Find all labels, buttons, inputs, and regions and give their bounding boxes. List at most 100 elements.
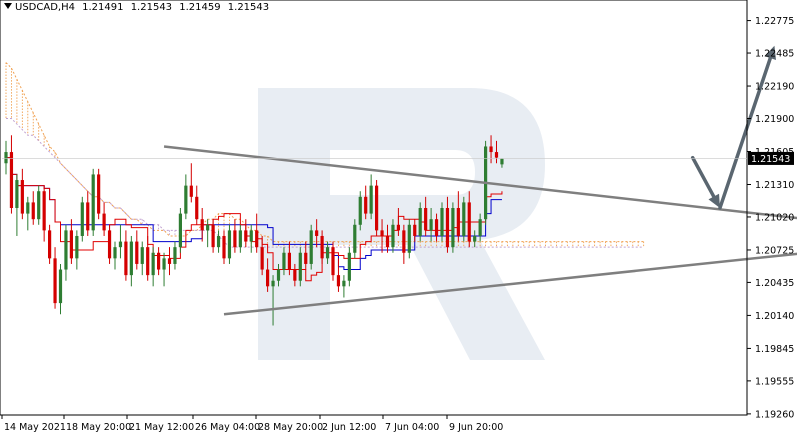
y-tick-label: 1.20725 [755, 245, 794, 256]
dropdown-triangle-icon[interactable] [4, 3, 12, 9]
price-axis[interactable]: 1.227751.224851.221901.219001.216051.213… [747, 16, 794, 420]
candle [440, 202, 444, 242]
candle [233, 219, 237, 253]
forecast-arrows [690, 45, 776, 210]
candle [42, 185, 46, 242]
candle [282, 247, 286, 276]
candle-body [216, 235, 221, 248]
candle [467, 191, 471, 248]
candle [402, 224, 406, 264]
candle-body [347, 252, 351, 281]
y-tick-label: 1.21900 [755, 114, 794, 125]
candle-body [315, 230, 319, 236]
candle-body [271, 280, 275, 287]
candle-body [494, 152, 499, 158]
candle-body [200, 219, 204, 231]
candle [473, 230, 477, 248]
candle [375, 180, 379, 236]
candle-body [424, 208, 428, 231]
candle [80, 196, 84, 242]
candle-body [184, 185, 188, 214]
candle [380, 219, 384, 253]
arrow-shaft [690, 155, 716, 199]
current-price-tag: 1.21543 [2, 151, 794, 165]
candle-body [336, 275, 341, 287]
candle [304, 241, 308, 270]
candle [494, 140, 499, 164]
candle-body [9, 152, 14, 208]
candle-body [456, 208, 460, 236]
candle [353, 219, 357, 259]
candle [222, 230, 226, 264]
candle [206, 219, 210, 248]
candle-body [167, 258, 172, 264]
candle-body [31, 202, 35, 220]
candle [69, 219, 73, 264]
candle-body [113, 247, 117, 259]
candle-body [380, 230, 384, 236]
candle [364, 185, 368, 220]
candle [369, 174, 373, 220]
price-tag-box [748, 151, 794, 165]
y-tick-label: 1.19845 [755, 344, 794, 355]
x-tick-label: 7 Jun 04:00 [385, 422, 439, 433]
candle-body [244, 230, 248, 242]
candle-body [462, 202, 466, 236]
candle-body [129, 241, 133, 276]
candle-body [227, 230, 232, 259]
candle-body [429, 219, 433, 231]
candle [418, 202, 422, 242]
y-tick-label: 1.21020 [755, 212, 794, 223]
y-tick-label: 1.22775 [755, 16, 794, 27]
candle-body [135, 241, 139, 264]
arrow-head [764, 45, 776, 60]
candle-body [353, 224, 357, 253]
plot-frame [0, 0, 748, 416]
candle [358, 191, 362, 231]
candle-body [293, 269, 297, 281]
candle-body [107, 230, 112, 259]
y-tick-label: 1.20435 [755, 278, 794, 289]
candle-body [445, 208, 450, 248]
candle [4, 140, 8, 175]
candle [424, 196, 428, 236]
candle-body [64, 230, 68, 270]
x-tick-label: 18 May 20:00 [66, 422, 131, 433]
candle [293, 263, 297, 287]
candle-body [15, 180, 19, 208]
candle [107, 224, 112, 264]
candle-body [37, 191, 41, 220]
candle-body [124, 241, 128, 276]
candle [97, 168, 101, 220]
x-tick-label: 14 May 2021 [4, 422, 66, 433]
candle [151, 247, 155, 287]
y-tick-label: 1.20140 [755, 311, 794, 322]
candle [445, 196, 450, 253]
candle [216, 230, 221, 253]
candle [195, 185, 199, 225]
candle [140, 241, 144, 276]
candle [260, 235, 264, 276]
candle-body [369, 185, 373, 214]
candle-body [473, 235, 477, 242]
candle-body [58, 269, 63, 304]
trendline-lower[interactable] [223, 252, 797, 316]
candle [462, 196, 466, 242]
candle [37, 185, 41, 225]
candle-body [26, 202, 30, 214]
forecast-arrow-2 [718, 45, 776, 210]
candle-body [53, 258, 57, 304]
candle-body [440, 208, 444, 236]
candle [211, 219, 215, 253]
candle [255, 213, 259, 253]
candle [86, 191, 90, 236]
candle-body [195, 196, 199, 220]
candle [200, 208, 204, 242]
open-price: 1.21491 [82, 2, 124, 13]
chart-header: USDCAD,H4 1.21491 1.21543 1.21459 1.2154… [4, 2, 273, 13]
candle [478, 213, 482, 242]
candle [178, 208, 182, 253]
candle-body [69, 230, 73, 259]
